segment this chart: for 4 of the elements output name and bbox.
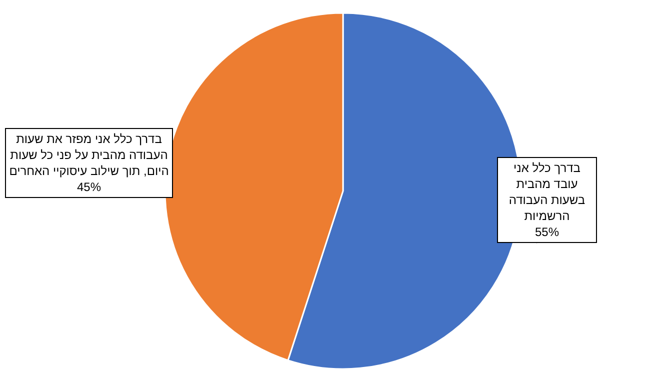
slice-label: בדרך כלל אני מפזר את שעות העבודה מהבית על פני כל שעות היום, תוך שילוב עיסוקיי האחרים: [9, 132, 169, 178]
data-label: 55%: [534, 224, 560, 240]
data-label: 45%: [76, 179, 102, 195]
slice-label: בדרך כלל אני עובד מהבית בשעות העבודה הרשמיות: [508, 161, 586, 223]
